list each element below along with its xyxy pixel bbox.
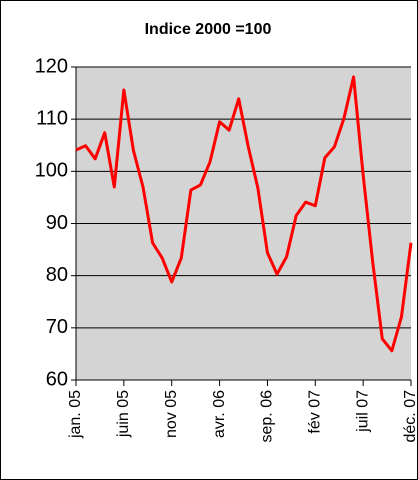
y-tick-label: 70: [46, 316, 68, 338]
y-tick-label: 60: [46, 368, 68, 390]
y-tick-label: 100: [35, 160, 68, 182]
x-tick-label: juin 05: [115, 390, 132, 438]
y-tick-label: 110: [36, 107, 68, 129]
y-tick-label: 120: [35, 55, 68, 77]
x-tick-label: juil 07: [354, 390, 371, 433]
x-tick-label: jan. 05: [67, 390, 84, 439]
x-tick-label: nov 05: [163, 390, 180, 438]
y-tick-label: 90: [46, 212, 68, 234]
x-tick-label: fév 07: [307, 390, 324, 434]
x-tick-label: sep. 06: [259, 390, 276, 443]
x-tick-label: déc. 07: [402, 390, 418, 443]
y-tick-label: 80: [46, 264, 68, 286]
chart-title: Indice 2000 =100: [145, 21, 272, 38]
line-series: [75, 75, 413, 353]
x-tick-label: avr. 06: [211, 390, 228, 438]
